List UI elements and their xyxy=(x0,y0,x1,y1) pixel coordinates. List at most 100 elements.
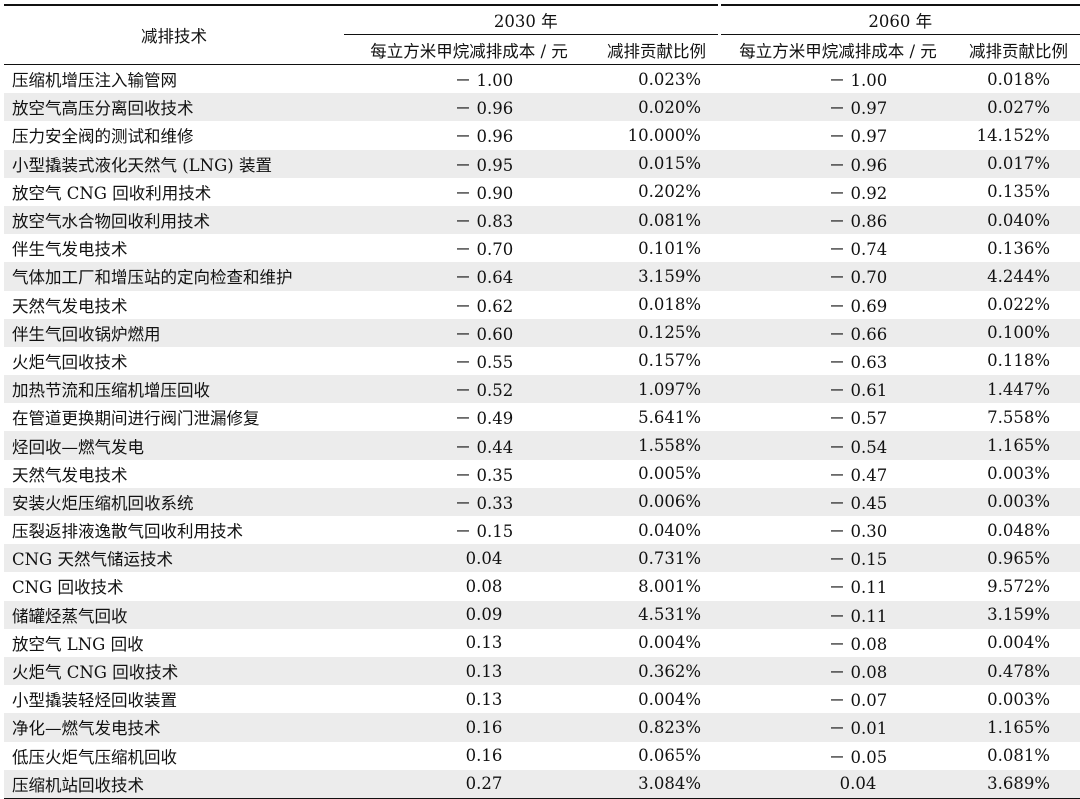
technology-name-cell: 净化—燃气发电技术 xyxy=(4,713,344,742)
table-row: 低压火炬气压缩机回收 0.16 0.065% － 0.05 0.081% xyxy=(4,742,1080,770)
header-row-years: 减排技术 2030 年 2060 年 xyxy=(4,4,1080,65)
technology-name-cell: 压缩机站回收技术 xyxy=(4,769,344,799)
share-2030-cell: 0.020% xyxy=(594,93,719,122)
technology-name-cell: 放空气水合物回收利用技术 xyxy=(4,205,344,235)
share-2030-cell: 0.004% xyxy=(638,633,701,653)
cost-2060-cell: － 0.11 xyxy=(719,600,957,629)
technology-name-cell: 天然气发电技术 xyxy=(12,296,128,316)
cost-2030-cell: － 0.49 xyxy=(454,409,514,429)
cost-2030-cell: － 0.62 xyxy=(454,296,514,316)
share-2030-cell: 0.018% xyxy=(638,295,701,315)
technology-name-cell: 低压火炬气压缩机回收 xyxy=(12,747,177,767)
cost-2060-cell: － 0.45 xyxy=(719,487,957,516)
technology-name-cell: CNG 回收技术 xyxy=(12,578,124,598)
header-cost-2030: 每立方米甲烷减排成本 / 元 xyxy=(344,34,594,65)
header-cost-2060: 每立方米甲烷减排成本 / 元 xyxy=(719,34,957,65)
share-2060-cell: 0.027% xyxy=(957,93,1080,122)
header-row-columns: 每立方米甲烷减排成本 / 元 减排贡献比例 每立方米甲烷减排成本 / 元 减排贡… xyxy=(4,34,1080,65)
share-2060-cell: 0.965% xyxy=(957,544,1080,573)
share-2030-cell: 3.084% xyxy=(594,769,719,799)
technology-name-cell: 气体加工厂和增压站的定向检查和维护 xyxy=(4,262,344,291)
share-2060-cell: 0.018% xyxy=(987,69,1050,89)
cost-2060-cell: － 0.70 xyxy=(719,262,957,291)
cost-2030-cell: － 1.00 xyxy=(454,71,514,91)
table-row: 安装火炬压缩机回收系统－ 0.33 0.006% － 0.45 0.003% xyxy=(4,487,1080,516)
table-row: 伴生气发电技术 － 0.70 0.101% － 0.74 0.136% xyxy=(4,234,1080,262)
cost-2030-cell: － 0.64 xyxy=(344,262,594,291)
table-row: 烃回收—燃气发电－ 0.44 1.558% － 0.54 1.165% xyxy=(4,431,1080,460)
technology-name-cell: 压缩机增压注入输管网 xyxy=(12,71,177,91)
cost-2030-cell: － 0.83 xyxy=(344,205,594,235)
technology-name-cell: 压力安全阀的测试和维修 xyxy=(12,127,194,147)
table-row: 放空气 LNG 回收 0.13 0.004% － 0.08 0.004% xyxy=(4,629,1080,657)
cost-2030-cell: － 0.35 xyxy=(454,465,514,485)
share-2060-cell: 14.152% xyxy=(976,125,1050,145)
share-2060-cell: 0.118% xyxy=(987,351,1050,371)
cost-2060-cell: － 0.01 xyxy=(719,713,957,742)
share-2030-cell: 0.081% xyxy=(594,205,719,235)
cost-2060-cell: － 0.47 xyxy=(828,465,888,485)
share-2060-cell: 0.040% xyxy=(957,205,1080,235)
cost-2030-cell: 0.13 xyxy=(465,633,503,653)
technology-name-cell: 放空气高压分离回收技术 xyxy=(4,93,344,122)
cost-2060-cell: － 0.08 xyxy=(828,634,888,654)
table-row: 在管道更换期间进行阀门泄漏修复 － 0.49 5.641% － 0.57 7.558% xyxy=(4,403,1080,431)
technology-name-cell: 烃回收—燃气发电 xyxy=(4,431,344,460)
share-2060-cell: 0.081% xyxy=(987,746,1050,766)
table-row: 储罐烃蒸气回收 0.09 4.531% － 0.11 3.159% xyxy=(4,600,1080,629)
cost-2030-cell: 0.04 xyxy=(344,544,594,573)
cost-2030-cell: 0.27 xyxy=(344,769,594,799)
share-2030-cell: 0.125% xyxy=(594,318,719,347)
share-2030-cell: 0.040% xyxy=(638,520,701,540)
header-year-2030: 2030 年 xyxy=(344,4,719,35)
share-2060-cell: 0.003% xyxy=(987,689,1050,709)
table-row: 放空气水合物回收利用技术－ 0.83 0.081% － 0.86 0.040% xyxy=(4,205,1080,235)
cost-2060-cell: － 0.63 xyxy=(828,352,888,372)
cost-2060-cell: － 0.66 xyxy=(719,318,957,347)
share-2060-cell: 0.135% xyxy=(987,182,1050,202)
cost-2060-cell: － 0.30 xyxy=(828,522,888,542)
share-2030-cell: 0.065% xyxy=(638,746,701,766)
share-2060-cell: 9.572% xyxy=(987,576,1050,596)
table-container: 减排技术 2030 年 2060 年 每立方米甲烷减排成本 / 元 减排贡献比例… xyxy=(4,4,1080,799)
technology-name-cell: 放空气 CNG 回收利用技术 xyxy=(12,183,212,203)
share-2030-cell: 0.005% xyxy=(638,464,701,484)
header-share-2030: 减排贡献比例 xyxy=(594,34,719,65)
cost-2030-cell: － 0.96 xyxy=(454,127,514,147)
technology-name-cell: 小型撬装轻烃回收装置 xyxy=(12,691,177,711)
share-2030-cell: 0.023% xyxy=(638,69,701,89)
table-row: 伴生气回收锅炉燃用－ 0.60 0.125% － 0.66 0.100% xyxy=(4,318,1080,347)
cost-2030-cell: － 0.15 xyxy=(454,522,514,542)
share-2030-cell: 4.531% xyxy=(594,600,719,629)
cost-2030-cell: － 0.33 xyxy=(344,487,594,516)
share-2060-cell: 4.244% xyxy=(957,262,1080,291)
share-2030-cell: 1.097% xyxy=(594,375,719,404)
cost-2060-cell: － 0.07 xyxy=(828,691,888,711)
cost-2060-cell: － 1.00 xyxy=(828,71,888,91)
share-2030-cell: 0.004% xyxy=(638,689,701,709)
cost-2060-cell: － 0.08 xyxy=(719,656,957,686)
cost-2060-cell: － 0.86 xyxy=(719,205,957,235)
technology-name-cell: 火炬气 CNG 回收技术 xyxy=(4,656,344,686)
table-row: 天然气发电技术 － 0.62 0.018% － 0.69 0.022% xyxy=(4,291,1080,319)
cost-2060-cell: － 0.96 xyxy=(719,149,957,178)
cost-2060-cell: － 0.69 xyxy=(828,296,888,316)
cost-2060-cell: － 0.92 xyxy=(828,183,888,203)
table-header: 减排技术 2030 年 2060 年 每立方米甲烷减排成本 / 元 减排贡献比例… xyxy=(4,4,1080,65)
share-2030-cell: 0.823% xyxy=(594,713,719,742)
cost-2030-cell: 0.09 xyxy=(344,600,594,629)
share-2030-cell: 0.202% xyxy=(638,182,701,202)
header-share-2060: 减排贡献比例 xyxy=(957,34,1080,65)
share-2030-cell: 0.006% xyxy=(594,487,719,516)
share-2060-cell: 1.165% xyxy=(957,713,1080,742)
table-row: 放空气 CNG 回收利用技术 － 0.90 0.202% － 0.92 0.135% xyxy=(4,178,1080,206)
cost-2060-cell: － 0.15 xyxy=(719,544,957,573)
cost-2030-cell: 0.16 xyxy=(344,713,594,742)
technology-name-cell: 伴生气发电技术 xyxy=(12,240,128,260)
table-row: 火炬气回收技术 － 0.55 0.157% － 0.63 0.118% xyxy=(4,347,1080,375)
cost-2030-cell: 0.16 xyxy=(465,746,503,766)
cost-2060-cell: － 0.74 xyxy=(828,240,888,260)
share-2060-cell: 3.689% xyxy=(957,769,1080,799)
technology-name-cell: 放空气 LNG 回收 xyxy=(12,634,144,654)
share-2060-cell: 0.022% xyxy=(987,295,1050,315)
